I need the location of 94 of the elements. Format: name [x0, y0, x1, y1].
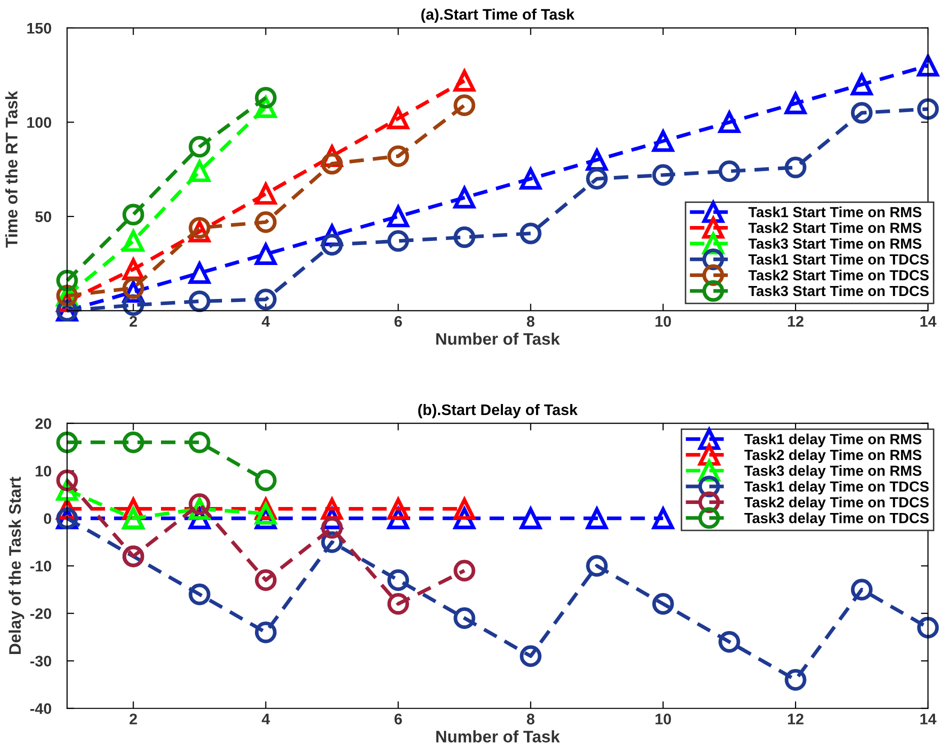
- x-axis-title: Number of Task: [436, 730, 560, 742]
- point: [188, 493, 210, 515]
- point: [718, 160, 740, 182]
- y-tick-label: 50: [35, 211, 52, 222]
- point: [321, 234, 343, 256]
- point: [850, 578, 873, 600]
- point: [56, 470, 78, 492]
- x-tick-label: 4: [262, 316, 270, 327]
- point: [254, 211, 277, 233]
- point: [917, 98, 939, 120]
- legend-label: Task2 Start Time on RMS: [748, 222, 922, 234]
- point: [454, 94, 476, 116]
- point: [718, 111, 740, 134]
- legend-label: Task3 delay Time on RMS: [744, 465, 922, 479]
- y-tick-label: -10: [30, 560, 52, 572]
- point: [254, 86, 277, 109]
- point: [254, 502, 277, 524]
- x-tick-label: 8: [526, 714, 534, 724]
- point: [652, 130, 674, 152]
- x-tick-label: 4: [262, 714, 270, 724]
- point: [784, 669, 806, 691]
- point: [188, 432, 210, 454]
- legend-label: Task3 Start Time on TDCS: [748, 285, 929, 296]
- point: [784, 156, 806, 178]
- y-tick-label: 150: [27, 22, 52, 34]
- point: [387, 145, 410, 167]
- x-tick-label: 12: [788, 714, 804, 724]
- point: [254, 569, 277, 591]
- point: [254, 622, 277, 644]
- point: [188, 584, 210, 606]
- point: [56, 432, 78, 454]
- y-tick-label: 20: [35, 418, 52, 430]
- legend-label: Task1 Start Time on RMS: [748, 206, 922, 218]
- point: [254, 243, 277, 265]
- y-tick-label: -30: [30, 656, 52, 667]
- x-tick-label: 8: [526, 316, 534, 327]
- x-tick-label: 14: [920, 316, 936, 327]
- point: [188, 136, 210, 158]
- point: [254, 470, 277, 492]
- point: [652, 593, 674, 615]
- point: [56, 270, 78, 292]
- point: [188, 290, 210, 312]
- point: [586, 168, 608, 190]
- chart-title: (b).Start Delay of Task: [418, 404, 578, 418]
- point: [387, 230, 410, 252]
- legend-label: Task2 Start Time on TDCS: [748, 270, 929, 280]
- point: [520, 168, 542, 190]
- y-tick-label: -20: [30, 608, 52, 620]
- point: [586, 555, 608, 577]
- point: [188, 216, 210, 239]
- point: [454, 560, 476, 582]
- x-axis-title: Number of Task: [436, 332, 560, 345]
- point: [254, 288, 277, 310]
- x-tick-label: 6: [394, 714, 402, 724]
- point: [917, 616, 939, 638]
- legend-label: Task1 Start Time on TDCS: [748, 254, 929, 265]
- legend-label: Task1 delay Time on RMS: [744, 434, 922, 448]
- point: [454, 70, 476, 92]
- chart-title: (a).Start Time of Task: [421, 8, 575, 23]
- point: [520, 645, 542, 667]
- x-tick-label: 14: [920, 714, 936, 724]
- legend-label: Task3 delay Time on TDCS: [744, 512, 929, 526]
- x-tick-label: 2: [130, 714, 137, 724]
- legend-label: Task3 Start Time on RMS: [748, 238, 922, 249]
- x-tick-label: 6: [394, 316, 402, 327]
- y-tick-label: 10: [36, 466, 52, 477]
- point: [520, 222, 542, 244]
- point: [454, 607, 476, 629]
- legend-label: Task1 delay Time on TDCS: [744, 480, 929, 495]
- y-axis-title: Delay of the Task Start: [8, 476, 24, 654]
- point: [454, 186, 476, 208]
- point: [321, 517, 343, 539]
- point: [387, 569, 410, 591]
- point: [188, 160, 210, 182]
- x-tick-label: 10: [656, 316, 671, 327]
- x-tick-label: 2: [130, 316, 137, 327]
- point: [917, 54, 939, 77]
- x-tick-label: 12: [788, 316, 804, 327]
- point: [718, 631, 740, 653]
- point: [321, 152, 343, 175]
- point: [652, 164, 674, 186]
- y-tick-label: -40: [30, 703, 52, 714]
- legend-label: Task2 delay Time on TDCS: [744, 496, 929, 510]
- point: [122, 277, 144, 299]
- point: [122, 432, 144, 454]
- point: [122, 204, 144, 226]
- point: [850, 102, 873, 124]
- y-axis-title: Time of the RT Task: [5, 90, 18, 248]
- point: [387, 593, 410, 615]
- legend-label: Task2 delay Time on RMS: [744, 449, 922, 463]
- x-tick-label: 10: [656, 714, 671, 724]
- y-tick-label: 100: [27, 117, 52, 128]
- y-tick-label: 0: [44, 513, 52, 524]
- point: [454, 226, 476, 248]
